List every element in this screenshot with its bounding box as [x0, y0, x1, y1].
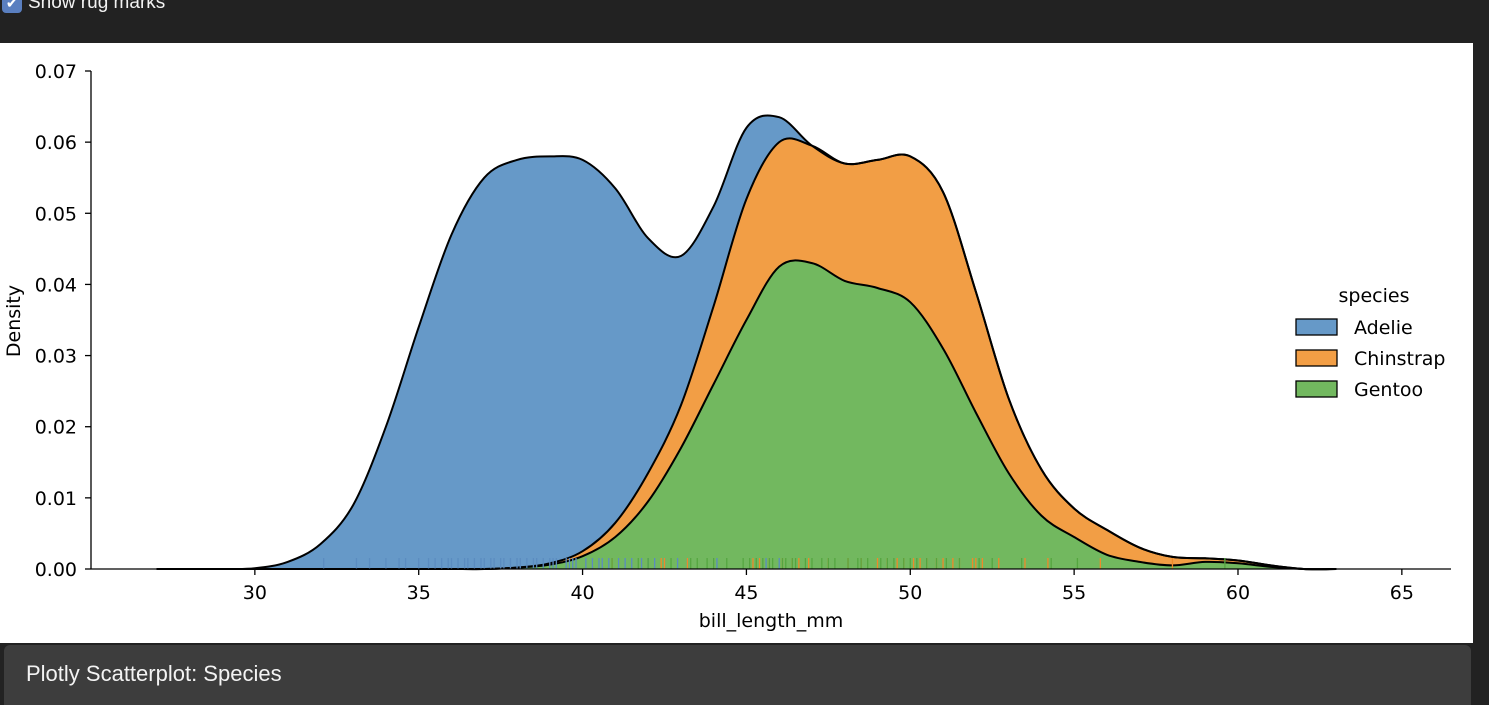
- y-tick-label: 0.03: [35, 346, 77, 368]
- scroll-gutter: [1473, 43, 1489, 643]
- legend-label-chinstrap: Chinstrap: [1354, 348, 1446, 370]
- x-tick-label: 40: [570, 582, 594, 604]
- axes: [90, 71, 1451, 570]
- rug-marks-label: Show rug marks: [28, 0, 166, 13]
- legend-swatch-chinstrap: [1295, 349, 1338, 367]
- x-tick-label: 30: [243, 582, 267, 604]
- y-tick-label: 0.06: [35, 132, 77, 154]
- y-tick-label: 0.00: [35, 559, 77, 581]
- rug-marks: [323, 558, 1226, 569]
- section-title: Plotly Scatterplot: Species: [26, 661, 282, 686]
- kde-chart: 30 35 40 45 50 55 60 65 0.000.010.020.030.040.0…: [3, 61, 1451, 632]
- legend-label-adelie: Adelie: [1354, 317, 1413, 339]
- rug-marks-toggle[interactable]: ✔ Show rug marks: [0, 0, 165, 18]
- x-tick-label: 55: [1062, 582, 1086, 604]
- checkbox-checked-icon[interactable]: ✔: [2, 0, 22, 13]
- x-tick-label: 45: [734, 582, 758, 604]
- legend-title: species: [1339, 285, 1410, 307]
- section-header: Plotly Scatterplot: Species: [4, 645, 1471, 705]
- legend-swatch-gentoo: [1295, 380, 1338, 398]
- top-toolbar: ✔ Show rug marks: [0, 0, 1489, 43]
- legend: species Adelie Chinstrap Gentoo: [1295, 285, 1446, 401]
- x-tick-label: 50: [898, 582, 922, 604]
- y-tick-label: 0.01: [35, 488, 77, 510]
- legend-label-gentoo: Gentoo: [1354, 379, 1423, 401]
- area-gentoo: [156, 260, 1337, 570]
- y-ticks: 0.00 0.01 0.02 0.03 0.04 0.05 0.06 0.07: [35, 61, 91, 581]
- y-tick-label: 0.07: [35, 61, 77, 83]
- x-axis-label: bill_length_mm: [699, 610, 843, 632]
- x-tick-label: 35: [407, 582, 431, 604]
- outline-adelie: [156, 114, 1337, 571]
- x-ticks: 30 35 40 45 50 55 60 65: [243, 569, 1414, 604]
- y-tick-label: 0.04: [35, 274, 77, 296]
- density-areas: [156, 114, 1337, 571]
- y-axis-label: Density: [3, 285, 25, 357]
- x-tick-label: 65: [1390, 582, 1414, 604]
- plot-panel: 30 35 40 45 50 55 60 65 0.00 0.01 0.02 0.03 0.04 0.0…: [0, 43, 1473, 643]
- legend-swatch-adelie: [1295, 318, 1338, 336]
- x-tick-label: 60: [1226, 582, 1250, 604]
- y-tick-label: 0.05: [35, 203, 77, 225]
- y-tick-label: 0.02: [35, 417, 77, 439]
